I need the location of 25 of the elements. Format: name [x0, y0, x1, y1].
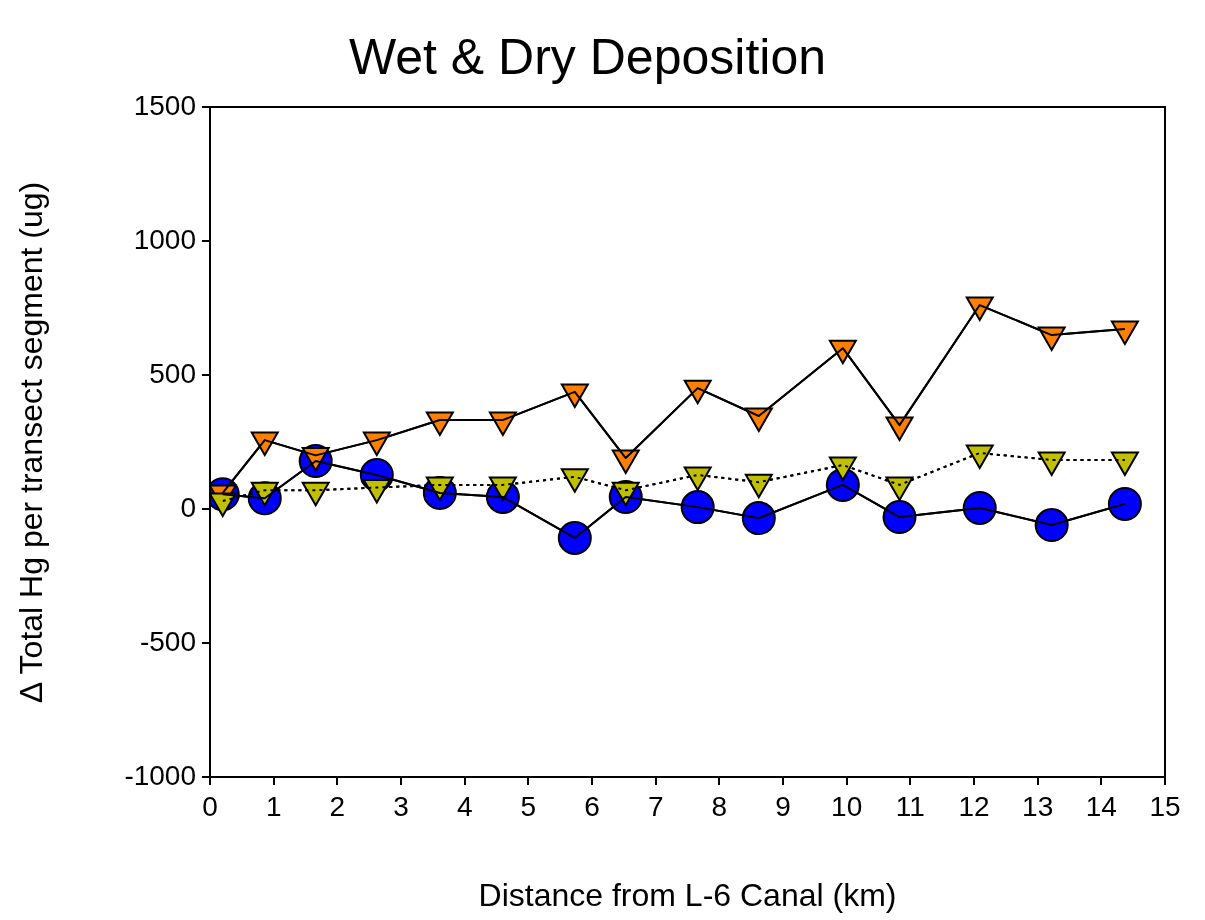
x-tick-label: 14 [1085, 790, 1117, 822]
x-tick-label: 6 [584, 790, 600, 822]
x-tick-label: 5 [520, 790, 537, 822]
x-tick-label: 15 [1149, 790, 1181, 822]
x-tick-label: 3 [393, 790, 409, 822]
y-tick-label: -500 [139, 625, 196, 657]
x-tick-label: 13 [1022, 790, 1054, 822]
x-tick-label: 12 [958, 790, 990, 822]
x-tick-label: 2 [329, 790, 346, 822]
x-tick-label: 1 [265, 790, 282, 822]
y-tick-label: 1500 [133, 89, 196, 121]
x-tick-label: 4 [456, 790, 473, 822]
x-tick-label: 0 [202, 790, 218, 822]
y-tick-label: -1000 [124, 759, 196, 791]
x-tick-label: 8 [711, 790, 728, 822]
y-tick-label: 500 [149, 357, 196, 389]
chart-title: Wet & Dry Deposition [348, 28, 827, 85]
x-tick-label: 11 [895, 790, 925, 822]
x-axis-title: Distance from L-6 Canal (km) [478, 876, 897, 913]
y-tick-label: 1000 [133, 223, 196, 255]
x-tick-label: 9 [775, 790, 791, 822]
x-tick-label: 7 [647, 790, 664, 822]
y-axis-title: ∆ Total Hg per transect segment (ug) [13, 181, 50, 703]
y-tick-label: 0 [180, 491, 196, 523]
x-tick-label: 10 [831, 790, 863, 822]
